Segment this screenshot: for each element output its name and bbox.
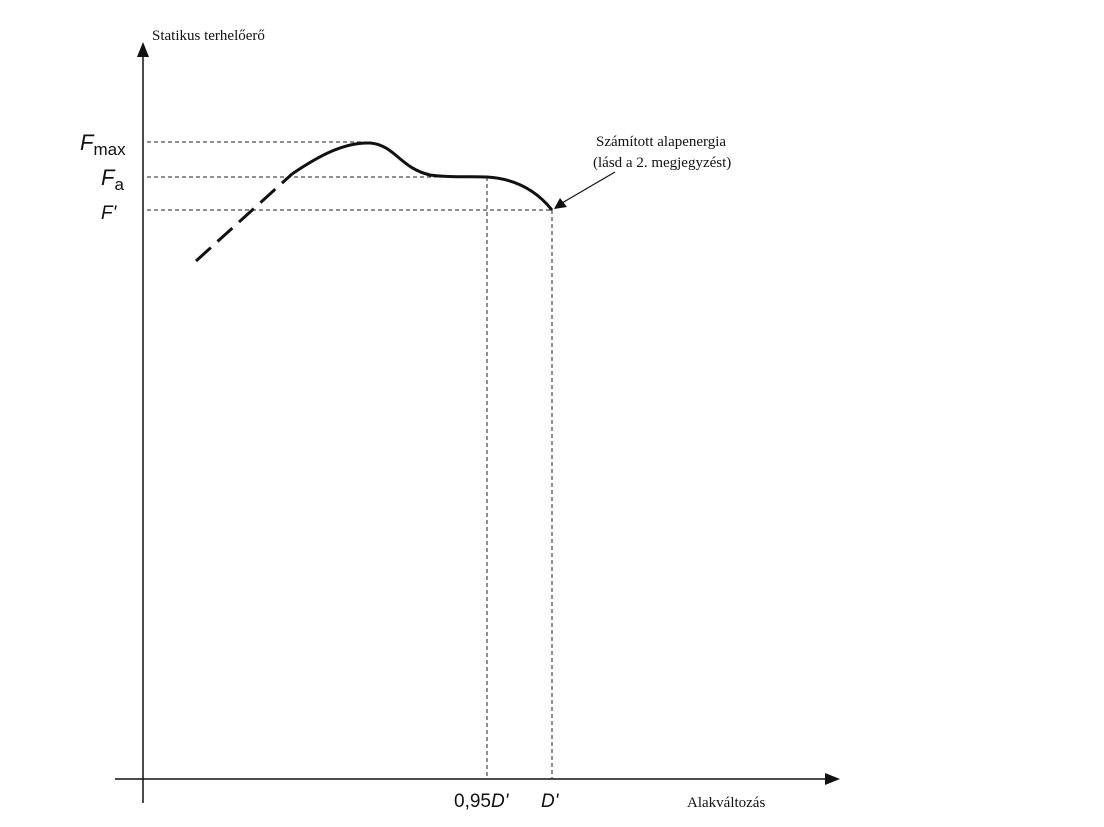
annotation-line: Számított alapenergia [596, 134, 726, 150]
fmax-label: Fmax [80, 130, 126, 159]
x-axis-title: Alakváltozás [687, 795, 765, 811]
fa-label: Fa [101, 165, 124, 194]
y-axis-arrow [137, 42, 149, 57]
dprime-label: D' [541, 791, 560, 812]
fprime-label: F' [101, 203, 118, 224]
y-axis-title: Statikus terhelőerő [152, 28, 265, 44]
curve [291, 141, 554, 211]
curve-dashed [194, 172, 294, 263]
d095-label: 0,95D' [454, 791, 510, 812]
x-axis-arrow [825, 773, 840, 785]
annotation-arrow [561, 171, 616, 204]
annotation-line: (lásd a 2. megjegyzést) [593, 155, 731, 171]
annotation-arrowhead [554, 198, 567, 209]
